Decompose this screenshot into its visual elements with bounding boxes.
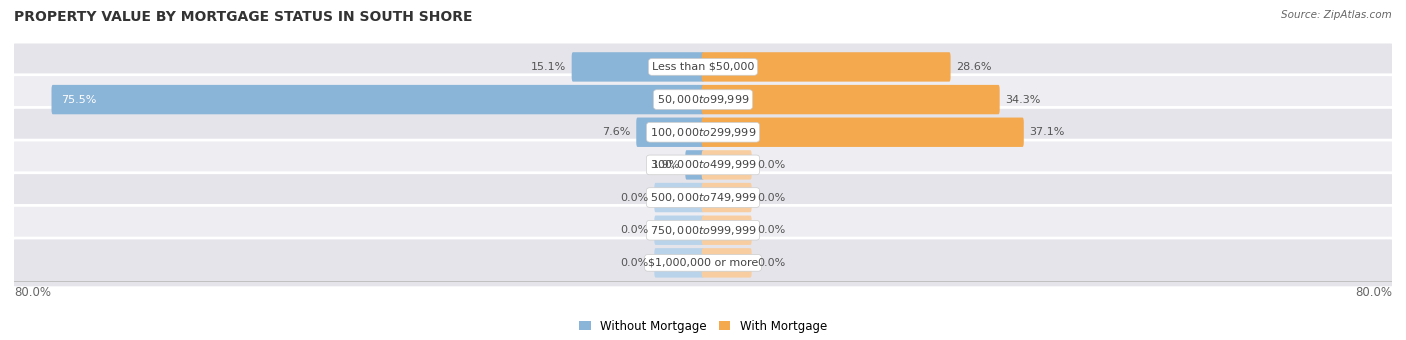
Text: 0.0%: 0.0% [758, 160, 786, 170]
FancyBboxPatch shape [11, 140, 1395, 190]
FancyBboxPatch shape [702, 52, 950, 82]
FancyBboxPatch shape [702, 118, 1024, 147]
FancyBboxPatch shape [702, 183, 752, 212]
Text: $300,000 to $499,999: $300,000 to $499,999 [650, 158, 756, 171]
Text: 28.6%: 28.6% [956, 62, 991, 72]
FancyBboxPatch shape [685, 150, 704, 180]
FancyBboxPatch shape [654, 183, 704, 212]
FancyBboxPatch shape [11, 75, 1395, 124]
Text: 15.1%: 15.1% [531, 62, 567, 72]
Text: 1.9%: 1.9% [651, 160, 679, 170]
Text: 80.0%: 80.0% [14, 286, 51, 300]
FancyBboxPatch shape [11, 107, 1395, 157]
Text: $100,000 to $299,999: $100,000 to $299,999 [650, 126, 756, 139]
Text: 37.1%: 37.1% [1029, 127, 1064, 137]
Text: 0.0%: 0.0% [620, 225, 648, 235]
Text: 7.6%: 7.6% [602, 127, 631, 137]
Text: 0.0%: 0.0% [758, 258, 786, 268]
Legend: Without Mortgage, With Mortgage: Without Mortgage, With Mortgage [574, 315, 832, 338]
FancyBboxPatch shape [637, 118, 704, 147]
FancyBboxPatch shape [11, 205, 1395, 255]
FancyBboxPatch shape [572, 52, 704, 82]
Text: $50,000 to $99,999: $50,000 to $99,999 [657, 93, 749, 106]
FancyBboxPatch shape [11, 42, 1395, 92]
Text: $1,000,000 or more: $1,000,000 or more [648, 258, 758, 268]
FancyBboxPatch shape [702, 150, 752, 180]
FancyBboxPatch shape [11, 173, 1395, 222]
FancyBboxPatch shape [702, 248, 752, 277]
Text: $500,000 to $749,999: $500,000 to $749,999 [650, 191, 756, 204]
Text: 0.0%: 0.0% [620, 258, 648, 268]
FancyBboxPatch shape [52, 85, 704, 114]
Text: Source: ZipAtlas.com: Source: ZipAtlas.com [1281, 10, 1392, 20]
FancyBboxPatch shape [654, 248, 704, 277]
Text: 80.0%: 80.0% [1355, 286, 1392, 300]
Text: 75.5%: 75.5% [62, 95, 97, 105]
Text: $750,000 to $999,999: $750,000 to $999,999 [650, 224, 756, 237]
FancyBboxPatch shape [11, 238, 1395, 288]
FancyBboxPatch shape [702, 85, 1000, 114]
Text: PROPERTY VALUE BY MORTGAGE STATUS IN SOUTH SHORE: PROPERTY VALUE BY MORTGAGE STATUS IN SOU… [14, 10, 472, 24]
FancyBboxPatch shape [702, 216, 752, 245]
Text: 0.0%: 0.0% [758, 192, 786, 203]
FancyBboxPatch shape [654, 216, 704, 245]
Text: Less than $50,000: Less than $50,000 [652, 62, 754, 72]
Text: 34.3%: 34.3% [1005, 95, 1040, 105]
Text: 0.0%: 0.0% [620, 192, 648, 203]
Text: 0.0%: 0.0% [758, 225, 786, 235]
